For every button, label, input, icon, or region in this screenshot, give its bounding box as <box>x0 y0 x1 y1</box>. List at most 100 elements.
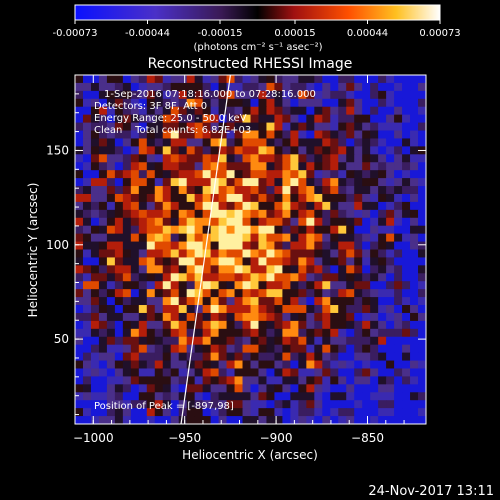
heatmap-cell <box>250 352 259 362</box>
heatmap-cell <box>298 408 307 417</box>
heatmap-cell <box>210 233 220 243</box>
heatmap-cell <box>306 138 315 147</box>
heatmap-cell <box>178 360 188 369</box>
heatmap-cell <box>162 106 172 116</box>
heatmap-cell <box>378 170 387 179</box>
heatmap-cell <box>314 360 323 369</box>
heatmap-cell <box>114 90 124 100</box>
heatmap-cell <box>90 186 100 195</box>
heatmap-cell <box>202 186 212 195</box>
heatmap-cell <box>186 106 196 116</box>
heatmap-cell <box>378 384 387 393</box>
heatmap-cell <box>170 384 180 393</box>
heatmap-cell <box>170 138 180 147</box>
heatmap-cell <box>378 408 387 417</box>
heatmap-cell <box>370 281 379 290</box>
heatmap-cell <box>138 376 148 385</box>
heatmap-cell <box>274 384 283 393</box>
heatmap-cell <box>314 82 323 92</box>
heatmap-cell <box>154 273 164 282</box>
heatmap-cell <box>75 249 84 258</box>
heatmap-cell <box>194 186 204 195</box>
heatmap-cell <box>242 265 251 274</box>
heatmap-cell <box>75 416 84 424</box>
heatmap-cell <box>106 146 116 155</box>
heatmap-cell <box>98 106 108 116</box>
heatmap-cell <box>154 186 164 195</box>
heatmap-cell <box>186 114 196 124</box>
heatmap-cell <box>258 344 267 354</box>
heatmap-cell <box>210 98 220 108</box>
heatmap-cell <box>218 320 228 330</box>
heatmap-cell <box>242 392 251 401</box>
heatmap-cell <box>298 368 307 377</box>
heatmap-cell <box>82 312 92 322</box>
heatmap-cell <box>402 257 411 266</box>
heatmap-cell <box>162 360 172 369</box>
heatmap-cell <box>362 352 371 362</box>
heatmap-cell <box>234 265 244 274</box>
heatmap-cell <box>90 344 100 354</box>
heatmap-cell <box>242 130 251 139</box>
heatmap-cell <box>314 320 323 330</box>
heatmap-cell <box>410 217 419 227</box>
heatmap-cell <box>346 352 355 362</box>
heatmap-cell <box>330 384 339 393</box>
heatmap-cell <box>418 328 426 338</box>
heatmap-cell <box>170 106 180 116</box>
heatmap-cell <box>242 98 251 108</box>
heatmap-cell <box>130 130 140 139</box>
heatmap-cell <box>234 281 244 290</box>
heatmap-cell <box>90 106 100 116</box>
heatmap-cell <box>75 273 84 282</box>
heatmap-cell <box>218 408 228 417</box>
heatmap-cell <box>258 122 267 132</box>
heatmap-cell <box>234 392 244 401</box>
heatmap-cell <box>186 178 196 187</box>
heatmap-cell <box>338 376 347 385</box>
heatmap-cell <box>410 209 419 219</box>
heatmap-cell <box>186 289 196 298</box>
heatmap-cell <box>98 122 108 132</box>
heatmap-cell <box>410 328 419 338</box>
heatmap-cell <box>338 170 347 179</box>
heatmap-cell <box>346 265 355 274</box>
heatmap-cell <box>178 320 188 330</box>
heatmap-cell <box>138 122 148 132</box>
heatmap-cell <box>226 249 236 258</box>
heatmap-cell <box>386 122 395 132</box>
heatmap-cell <box>162 178 172 187</box>
heatmap-cell <box>234 289 244 298</box>
heatmap-cell <box>282 265 291 274</box>
heatmap-cell <box>386 312 395 322</box>
heatmap-cell <box>386 241 395 250</box>
heatmap-cell <box>106 257 116 266</box>
heatmap-cell <box>314 75 323 84</box>
heatmap-cell <box>218 305 228 314</box>
heatmap-cell <box>394 336 403 346</box>
heatmap-cell <box>146 344 156 354</box>
heatmap-cell <box>322 328 331 338</box>
heatmap-cell <box>202 114 212 124</box>
heatmap-cell <box>418 400 426 409</box>
heatmap-cell <box>170 217 180 227</box>
heatmap-cell <box>75 336 84 346</box>
heatmap-cell <box>370 209 379 219</box>
heatmap-cell <box>106 209 116 219</box>
heatmap-cell <box>378 122 387 132</box>
heatmap-cell <box>98 305 108 314</box>
heatmap-cell <box>154 241 164 250</box>
heatmap-cell <box>170 146 180 155</box>
heatmap-cell <box>75 154 84 163</box>
heatmap-cell <box>75 225 84 235</box>
heatmap-cell <box>306 416 315 424</box>
heatmap-cell <box>266 122 275 132</box>
heatmap-cell <box>338 336 347 346</box>
heatmap-cell <box>90 352 100 362</box>
heatmap-cell <box>298 249 307 258</box>
heatmap-cell <box>250 416 259 424</box>
heatmap-cell <box>186 320 196 330</box>
heatmap-cell <box>338 130 347 139</box>
heatmap-cell <box>306 257 315 266</box>
heatmap-cell <box>162 368 172 377</box>
